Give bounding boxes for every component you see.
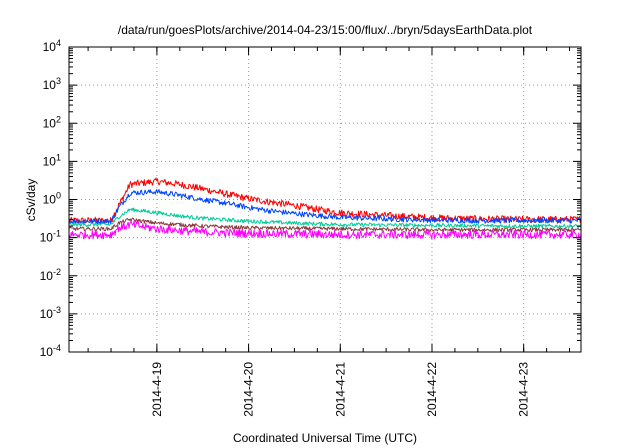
y-axis-label: cSv/day <box>24 179 38 222</box>
y-tick-base: 10 <box>43 40 57 54</box>
series-line-2 <box>68 189 582 225</box>
axis-ticks <box>69 46 581 353</box>
y-tick-exponent: -3 <box>53 305 61 315</box>
y-tick-base: 10 <box>43 116 57 130</box>
y-tick-exponent: 0 <box>56 191 61 201</box>
y-tick-exponent: 4 <box>56 38 61 48</box>
y-tick-base: 10 <box>40 269 54 283</box>
y-tick-label: 100 <box>43 191 61 207</box>
y-tick-base: 10 <box>43 154 57 168</box>
y-tick-base: 10 <box>40 345 54 359</box>
y-tick-exponent: -4 <box>53 343 61 353</box>
y-tick-exponent: 3 <box>56 76 61 86</box>
y-tick-label: 103 <box>43 76 61 92</box>
y-tick-label: 10-3 <box>40 305 61 321</box>
x-tick-label: 2014-4-23 <box>517 362 531 417</box>
y-tick-label: 101 <box>43 152 61 168</box>
grid-lines <box>69 47 581 352</box>
y-tick-exponent: 2 <box>56 114 61 124</box>
chart-title: /data/run/goesPlots/archive/2014-04-23/1… <box>118 23 533 37</box>
y-tick-label: 104 <box>43 38 61 54</box>
x-tick-label: 2014-4-21 <box>333 362 347 417</box>
y-tick-label: 10-2 <box>40 267 61 283</box>
y-tick-label: 102 <box>43 114 61 130</box>
y-tick-base: 10 <box>43 78 57 92</box>
x-tick-label: 2014-4-19 <box>150 362 164 417</box>
y-tick-base: 10 <box>40 307 54 321</box>
series-line-5 <box>68 220 582 240</box>
y-tick-exponent: 1 <box>56 152 61 162</box>
x-tick-label: 2014-4-20 <box>242 362 256 417</box>
x-tick-label: 2014-4-22 <box>425 362 439 417</box>
data-series <box>68 177 582 240</box>
y-tick-label: 10-1 <box>40 229 61 245</box>
series-line-4 <box>68 217 582 233</box>
x-axis-label: Coordinated Universal Time (UTC) <box>233 431 417 445</box>
y-tick-label: 10-4 <box>40 343 61 359</box>
x-axis-tick-labels: 2014-4-19 2014-4-20 2014-4-21 2014-4-22 2014… <box>150 362 531 417</box>
y-tick-exponent: -1 <box>53 229 61 239</box>
y-tick-base: 10 <box>43 193 57 207</box>
y-tick-exponent: -2 <box>53 267 61 277</box>
series-line-3 <box>68 207 582 229</box>
y-tick-base: 10 <box>40 231 54 245</box>
